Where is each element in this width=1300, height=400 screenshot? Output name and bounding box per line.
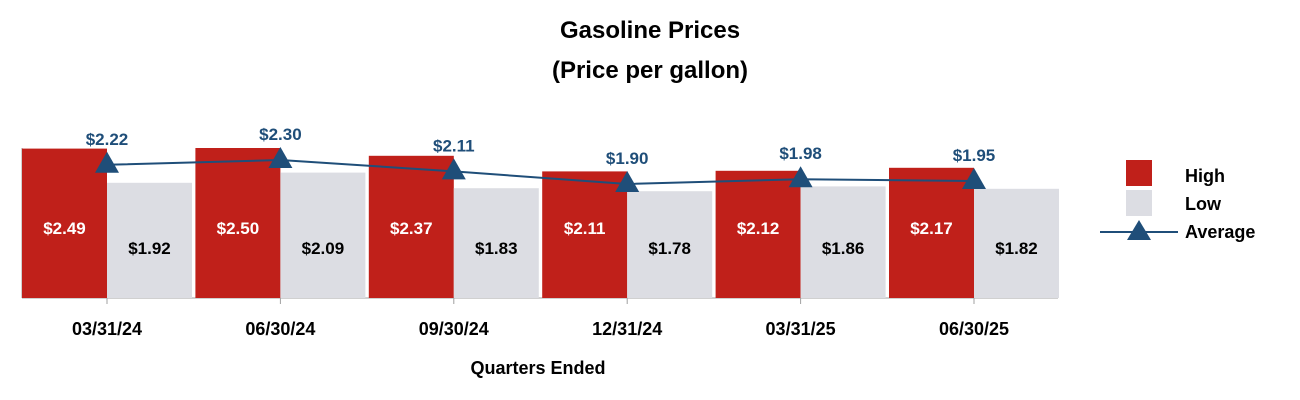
bar-high [195,148,281,298]
average-label: $1.95 [953,146,996,165]
legend-label-high: High [1185,166,1225,186]
chart-subtitle: (Price per gallon) [552,57,748,84]
bar-low [974,188,1059,298]
x-tick-label: 03/31/24 [72,319,142,339]
x-tick-label: 09/30/24 [419,319,489,339]
average-marker [788,166,813,188]
bar-low [453,188,539,298]
bar-high [542,171,628,298]
bar-low [107,182,192,298]
x-tick-label: 06/30/25 [939,319,1009,339]
bar-label-low: $1.78 [648,239,691,258]
chart-title: Gasoline Prices [560,17,740,44]
x-axis-title: Quarters Ended [470,358,605,378]
ticks-layer: 03/31/24 06/30/24 09/30/24 12/31/24 03/31/25… [72,298,1009,339]
average-label: $1.90 [606,149,649,168]
average-line-layer: $2.22 $2.30 $2.11 $1.90 $1.98 $1.95 [86,125,996,192]
bar-low [627,191,713,298]
legend-swatch-low [1126,190,1152,216]
bar-label-low: $1.82 [995,239,1038,258]
bar-label-high: $2.50 [217,219,260,238]
bar-label-high: $2.17 [910,219,953,238]
legend-label-low: Low [1185,194,1222,214]
average-label: $1.98 [779,144,822,163]
bar-label-low: $2.09 [302,239,345,258]
average-label: $2.30 [259,125,302,144]
average-label: $2.11 [433,136,475,155]
x-tick-label: 06/30/24 [245,319,315,339]
average-label: $2.22 [86,130,129,149]
bar-label-high: $2.49 [43,219,86,238]
average-marker [268,147,293,168]
legend: High Low Average [1100,160,1255,242]
bar-label-high: $2.37 [390,219,433,238]
x-tick-label: 03/31/25 [766,319,836,339]
legend-marker-average [1127,220,1151,240]
bar-label-high: $2.12 [737,219,780,238]
bar-low [280,172,366,298]
bar-label-low: $1.86 [822,239,865,258]
bars-layer: $2.49 $1.92 $2.50 $2.09 $2.37 $1.83 $2.11 $1.78… [22,148,1059,298]
average-marker [441,158,466,180]
bar-label-low: $1.92 [128,239,171,258]
bar-high [368,155,454,298]
bar-high [715,170,801,298]
average-marker [962,168,986,189]
legend-label-average: Average [1185,222,1255,242]
bar-high [22,148,107,298]
average-marker [95,151,119,173]
average-line [106,158,975,186]
bar-label-high: $2.11 [564,219,606,238]
average-marker [615,171,640,192]
x-tick-label: 12/31/24 [592,319,662,339]
legend-swatch-high [1126,160,1152,186]
bar-high [889,167,974,298]
bar-label-low: $1.83 [475,239,518,258]
bar-low [800,186,886,298]
